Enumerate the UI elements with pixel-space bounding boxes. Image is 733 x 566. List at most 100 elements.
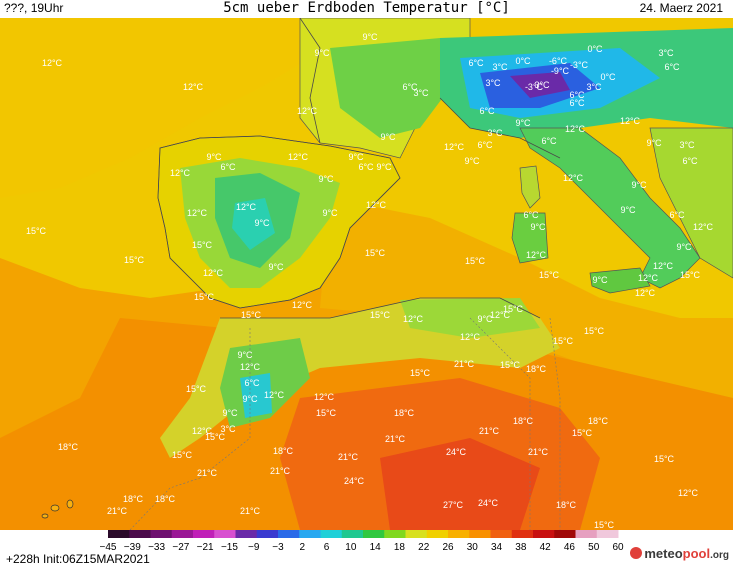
temperature-label: 21°C [338, 452, 359, 462]
temperature-label: 12°C [170, 168, 191, 178]
legend-tick-label: −15 [221, 542, 238, 552]
temperature-label: 9°C [620, 205, 636, 215]
temperature-label: 9°C [318, 174, 334, 184]
temperature-label: 0°C [587, 44, 603, 54]
legend-swatch [193, 530, 215, 538]
temperature-label: 15°C [26, 226, 47, 236]
temperature-label: 15°C [584, 326, 605, 336]
sicily [589, 267, 651, 294]
temperature-label: 12°C [653, 261, 674, 271]
legend-swatch [278, 530, 300, 538]
country-borders [129, 317, 561, 530]
temperature-label: 9°C [237, 350, 253, 360]
temperature-label: 3°C [658, 48, 674, 58]
legend-tick-label: −45 [100, 542, 117, 552]
legend-swatch [511, 530, 534, 538]
map-title: 5cm ueber Erdboden Temperatur [°C] [223, 0, 510, 16]
temperature-label: 15°C [680, 270, 701, 280]
temperature-label: 15°C [503, 304, 524, 314]
coastlines [157, 18, 561, 319]
temperature-label: 12°C [444, 142, 465, 152]
legend-tick-label: −33 [148, 542, 165, 552]
temperature-label: -3°C [570, 60, 589, 70]
legend-tick-label: 18 [394, 542, 406, 552]
italy-land [519, 127, 701, 289]
temperature-label: 18°C [155, 494, 176, 504]
temperature-label: 15°C [410, 368, 431, 378]
legend-tick-label: 22 [418, 542, 430, 552]
temperature-labels: 12°C12°C12°C9°C9°C6°C 3°C0°C -6°C-9°C-3°C0… [26, 32, 714, 530]
temperature-label: 6°C [669, 210, 685, 220]
temperature-label: 18°C [58, 442, 79, 452]
temperature-label: 3°C [534, 80, 550, 90]
legend-swatch [341, 530, 364, 538]
temperature-label: 15°C [316, 408, 337, 418]
legend-swatch [129, 530, 151, 538]
temperature-label: 21°C [479, 426, 500, 436]
temperature-label: 15°C [205, 432, 226, 442]
temperature-label: 9°C [222, 408, 238, 418]
balkans-land [649, 127, 733, 279]
temperature-label: 12°C [635, 288, 656, 298]
temperature-label: 9°C [592, 275, 608, 285]
temperature-label: 18°C [556, 500, 577, 510]
legend-swatch [575, 530, 598, 538]
temperature-label: 21°C [528, 447, 549, 457]
temperature-label: 12°C [678, 488, 699, 498]
temperature-label: 15°C [572, 428, 593, 438]
temperature-label: 9°C [242, 394, 258, 404]
temperature-label: 24°C [446, 447, 467, 457]
color-scale-legend: −45 −39 −33 −27 −21 −15 −9 −3 2 6 10 14 18 22 26 30 34 38… [100, 530, 624, 552]
legend-swatch [108, 530, 130, 538]
temperature-label: 18°C [588, 416, 609, 426]
temperature-label: 15°C [172, 450, 193, 460]
temperature-label: 12°C [526, 250, 547, 260]
temperature-label: 12°C [236, 202, 257, 212]
canary-islands [41, 499, 74, 519]
temperature-label: 6°C [664, 62, 680, 72]
legend-tick-label: −3 [272, 542, 284, 552]
temperature-label: 12°C [460, 332, 481, 342]
temperature-label: 12°C [288, 152, 309, 162]
temperature-label: 12°C [264, 390, 285, 400]
temperature-label: 3°C [220, 424, 236, 434]
run-info: +228h Init:06Z15MAR2021 [6, 552, 150, 566]
legend-swatch [533, 530, 555, 538]
legend-tick-label: 46 [564, 542, 576, 552]
legend-swatch [171, 530, 194, 538]
temperature-label: 12°C [403, 314, 424, 324]
temperature-label: 15°C [465, 256, 486, 266]
temperature-label: 9°C [206, 152, 222, 162]
temperature-label: 12°C [203, 268, 224, 278]
legend-swatch [596, 530, 619, 538]
temperature-label: 15°C [553, 336, 574, 346]
temperature-label: 9°C [515, 118, 531, 128]
temperature-label: 15°C [192, 240, 213, 250]
temperature-label: -6°C [549, 56, 568, 66]
temperature-label: 3°C [492, 62, 508, 72]
temperature-label: 3°C [586, 82, 602, 92]
legend-tick-label: 10 [345, 542, 357, 552]
temperature-label: 6°C [569, 98, 585, 108]
temperature-label: 15°C [186, 384, 207, 394]
legend-tick-label: 26 [442, 542, 454, 552]
temperature-label: 12°C [314, 392, 335, 402]
temperature-label: 9°C [254, 218, 270, 228]
temperature-label: 6°C [468, 58, 484, 68]
meteopool-logo[interactable]: meteopool.org [630, 546, 729, 561]
map-footer: −45 −39 −33 −27 −21 −15 −9 −3 2 6 10 14 18 22 26 30 34 38… [0, 530, 733, 566]
hottest-zone [380, 438, 540, 530]
temperature-label: 6°C [244, 378, 260, 388]
legend-swatch [299, 530, 321, 538]
temperature-label: 9°C [646, 138, 662, 148]
legend-swatch [405, 530, 428, 538]
temperature-label: 9°C [380, 132, 396, 142]
temperature-label: 15°C [365, 248, 386, 258]
logo-icon [630, 547, 643, 559]
temperature-label: 12°C [240, 362, 261, 372]
legend-tick-label: 2 [300, 542, 306, 552]
temperature-label: 9°C [464, 156, 480, 166]
temperature-label: 9°C [314, 48, 330, 58]
legend-tick-label: 34 [491, 542, 503, 552]
temperature-label: 21°C [454, 359, 475, 369]
